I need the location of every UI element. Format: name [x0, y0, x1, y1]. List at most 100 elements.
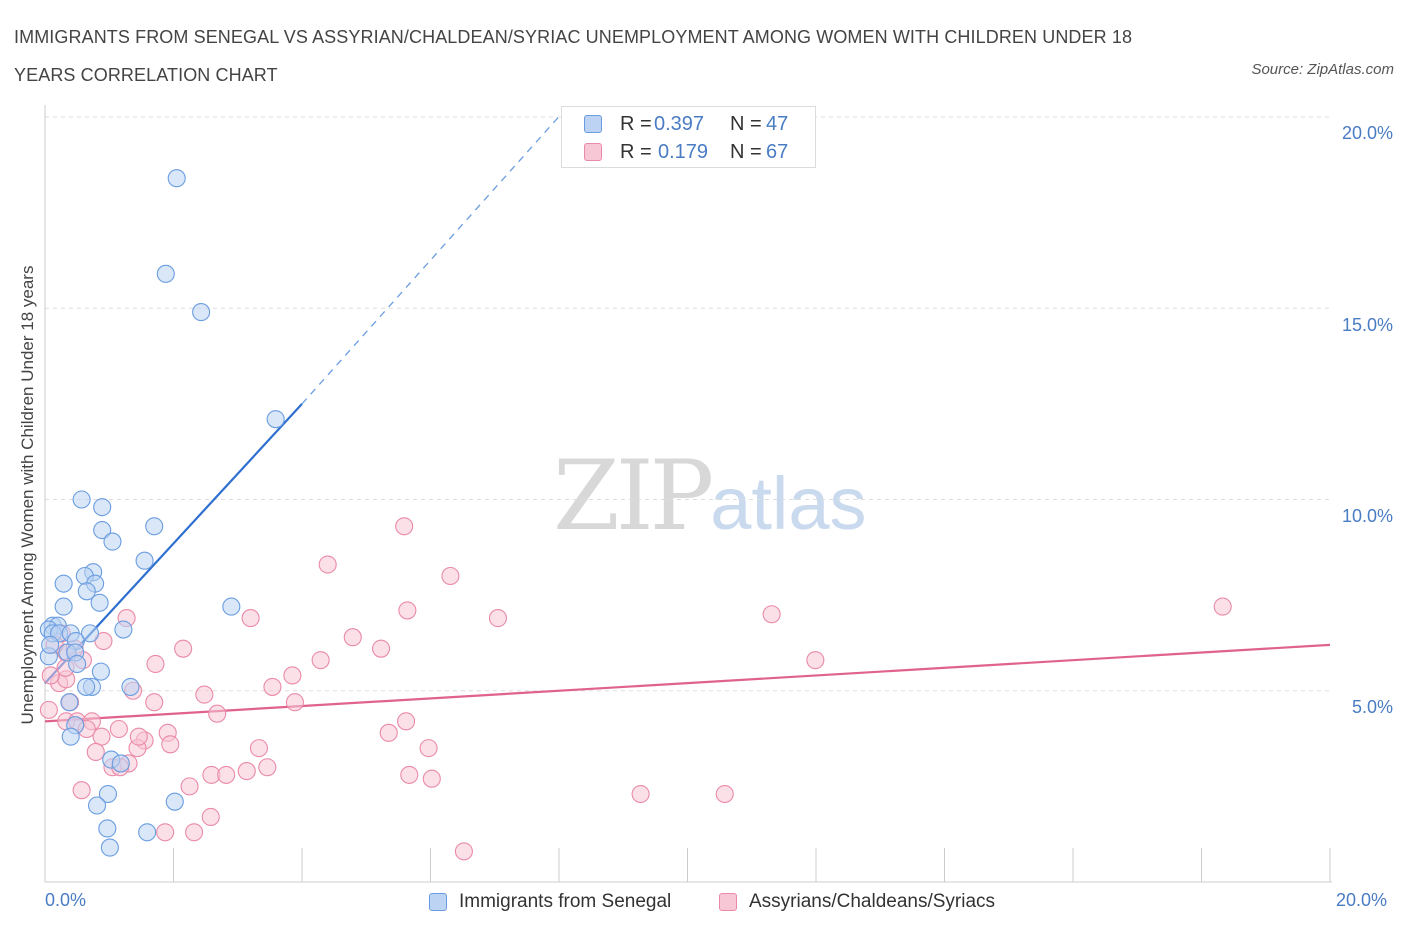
- assyrian-point: [400, 765, 419, 784]
- y-tick-label-5: 5.0%: [1351, 697, 1393, 717]
- senegal-swatch: [584, 115, 602, 133]
- legend-swatch-assyrian: [719, 893, 737, 911]
- senegal-point: [114, 620, 133, 639]
- senegal-point: [54, 574, 73, 593]
- assyrian-point: [39, 700, 58, 719]
- assyrian-point: [318, 555, 337, 574]
- senegal-point: [156, 264, 175, 283]
- trend-lines: [44, 108, 1331, 723]
- correlation-stats-box: R = 0.397 N = 47 R = 0.179 N = 67: [561, 106, 816, 168]
- senegal-point: [77, 677, 96, 696]
- assyrian-point: [263, 677, 282, 696]
- x-tick-label-min: 0.0%: [45, 890, 87, 910]
- y-tick-label-10: 10.0%: [1341, 506, 1393, 526]
- senegal-point: [87, 796, 107, 815]
- assyrian-point: [146, 654, 165, 674]
- assyrian-point: [249, 739, 269, 758]
- assyrian-point: [129, 727, 148, 746]
- assyrian-point: [174, 639, 193, 658]
- legend-swatch-senegal: [429, 893, 447, 911]
- assyrian-point: [241, 609, 260, 628]
- senegal-point: [145, 517, 164, 536]
- legend-item-assyrian: Assyrians/Chaldeans/Syriacs: [719, 890, 995, 914]
- assyrian-point: [762, 605, 781, 624]
- x-tick-label-max: 20.0%: [1336, 890, 1388, 910]
- assyrian-point: [806, 651, 825, 670]
- assyrian-point: [180, 777, 199, 796]
- senegal-point: [41, 635, 60, 654]
- watermark: ZIPatlas: [553, 440, 867, 552]
- senegal-point: [68, 654, 87, 674]
- legend: Immigrants from Senegal Assyrians/Chalde…: [0, 890, 1406, 916]
- assyrian-point: [195, 685, 214, 704]
- assyrian-swatch: [584, 143, 602, 161]
- assyrian-point: [94, 631, 113, 651]
- assyrian-point: [454, 842, 473, 861]
- assyrian-point: [488, 609, 508, 628]
- senegal-point: [103, 532, 122, 551]
- y-tick-label-20: 20.0%: [1341, 123, 1393, 143]
- assyrian-point: [398, 601, 417, 620]
- r-label: R =: [620, 140, 652, 163]
- assyrian-point: [441, 566, 460, 586]
- r-value: 0.179: [658, 140, 709, 163]
- watermark-zip: ZIP: [553, 440, 714, 552]
- senegal-point: [100, 838, 119, 857]
- senegal-point: [135, 551, 154, 570]
- assyrian-point: [41, 666, 60, 685]
- assyrian-point: [86, 742, 105, 762]
- senegal-point: [60, 693, 79, 712]
- senegal-point: [77, 582, 96, 601]
- senegal-point: [98, 784, 118, 804]
- senegal-point: [222, 597, 241, 616]
- assyrian-point: [395, 517, 414, 536]
- n-label: N =: [730, 140, 762, 163]
- assyrian-point: [72, 781, 91, 800]
- assyrian-trend-line: [44, 643, 1331, 723]
- senegal-point: [90, 593, 109, 612]
- senegal-point: [192, 303, 211, 322]
- assyrian-point: [258, 758, 277, 777]
- n-label: N =: [730, 112, 762, 135]
- senegal-point: [167, 169, 186, 188]
- assyrian-point: [311, 651, 330, 670]
- n-value: 67: [766, 140, 789, 163]
- r-label: R =: [620, 112, 652, 135]
- watermark-atlas: atlas: [710, 462, 867, 545]
- assyrian-point: [208, 704, 227, 723]
- chart-source: Source: ZipAtlas.com: [1251, 61, 1394, 78]
- senegal-point: [111, 754, 130, 773]
- assyrian-point: [161, 735, 180, 754]
- assyrian-point: [715, 784, 734, 804]
- senegal-point: [138, 823, 157, 842]
- axes: [44, 105, 1332, 883]
- assyrian-point: [201, 807, 220, 827]
- legend-label-senegal: Immigrants from Senegal: [459, 891, 672, 912]
- senegal-point: [266, 410, 285, 429]
- senegal-point: [54, 597, 73, 616]
- assyrian-point: [397, 712, 416, 731]
- assyrian-point: [379, 723, 398, 742]
- assyrian-point: [371, 639, 391, 658]
- r-value: 0.397: [654, 112, 705, 135]
- legend-label-assyrian: Assyrians/Chaldeans/Syriacs: [749, 891, 996, 912]
- assyrian-point: [1213, 597, 1232, 616]
- senegal-trend-extension: [301, 108, 566, 405]
- y-tick-label-15: 15.0%: [1341, 315, 1393, 335]
- n-value: 47: [766, 112, 789, 135]
- senegal-point: [93, 521, 112, 540]
- assyrian-point: [237, 762, 256, 781]
- senegal-point: [165, 792, 184, 811]
- assyrian-point: [419, 739, 438, 758]
- chart-title: IMMIGRANTS FROM SENEGAL VS ASSYRIAN/CHAL…: [14, 27, 1133, 85]
- assyrian-point: [217, 765, 236, 784]
- legend-item-senegal: Immigrants from Senegal: [429, 890, 671, 914]
- assyrian-point: [156, 823, 175, 842]
- assyrian-point: [343, 628, 362, 647]
- assyrian-point: [631, 784, 650, 804]
- senegal-point: [121, 677, 140, 696]
- senegal-point: [61, 727, 80, 746]
- senegal-point: [91, 662, 110, 681]
- assyrian-point: [185, 823, 204, 842]
